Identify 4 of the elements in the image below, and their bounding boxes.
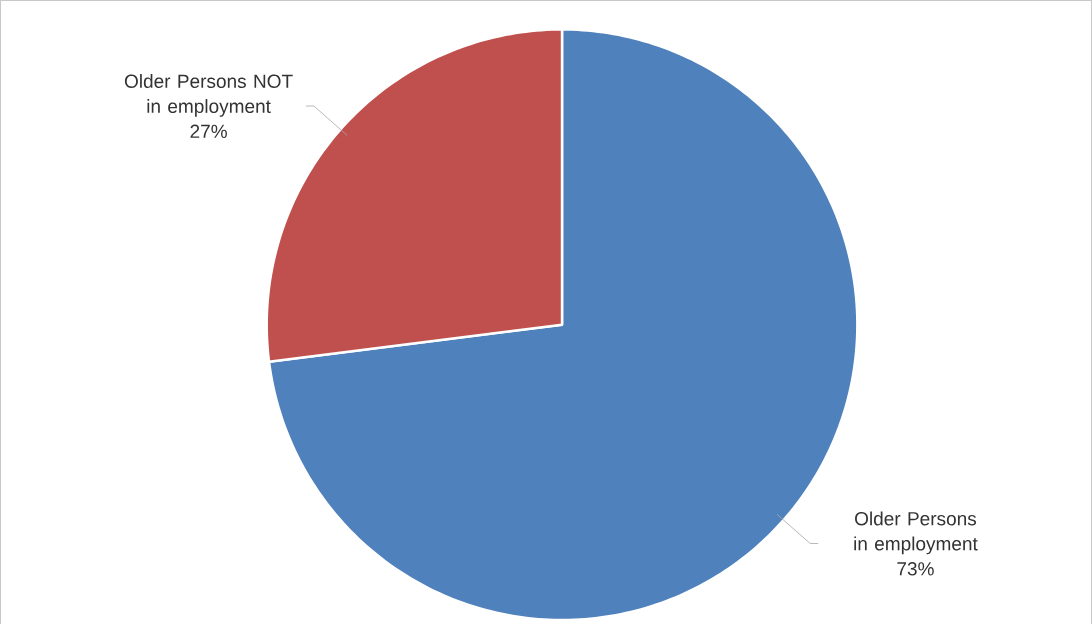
slice-label: Older Persons NOT in employment	[124, 73, 293, 117]
data-label: 27%	[190, 124, 227, 138]
data-label: 73%	[897, 561, 934, 576]
slice-label: Older Persons in employment	[854, 511, 978, 554]
